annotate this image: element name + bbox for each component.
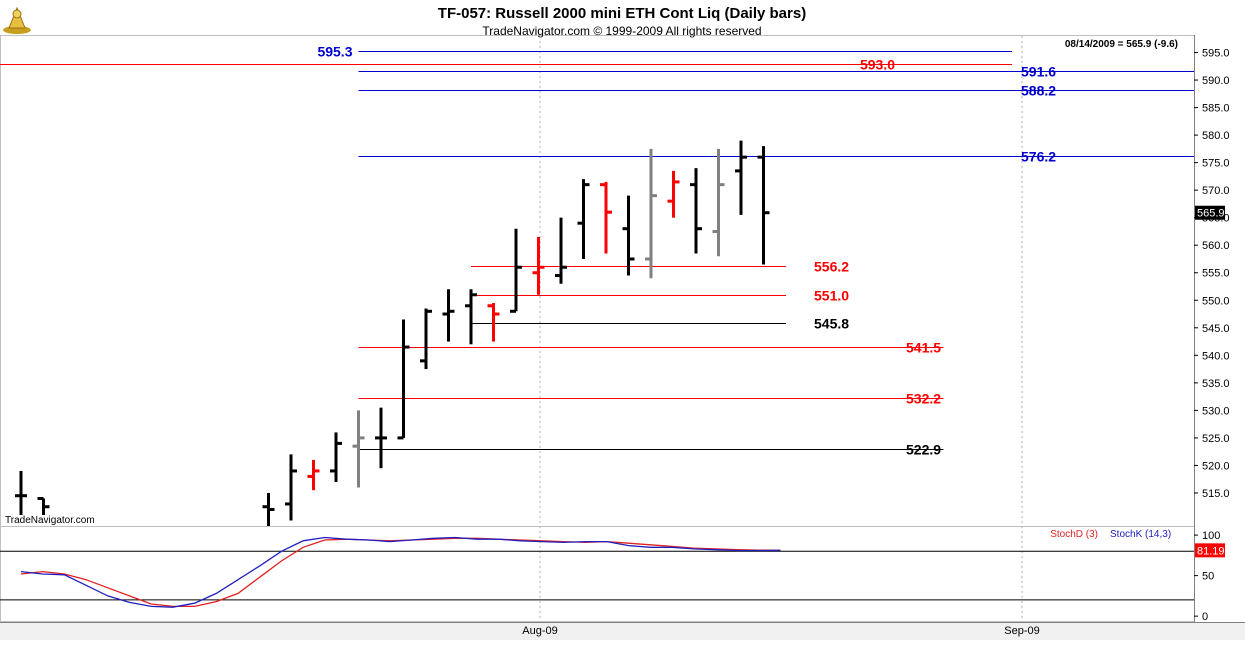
price-tick-label: 555.0 [1202,268,1230,280]
price-tick-label: 560.0 [1202,240,1230,252]
ohlc-bar [330,432,342,482]
stoch-last-value-label: 81.19 [1197,545,1225,557]
stoch-tick-label: 50 [1202,571,1214,583]
ohlc-bar [262,492,275,526]
level-label: 545.8 [814,316,849,332]
level-label: 522.9 [906,442,941,458]
date-tick-label: Sep-09 [1004,625,1039,637]
price-tick-label: 595.0 [1202,48,1230,60]
ohlc-bar [667,170,680,218]
price-tick-label: 585.0 [1202,103,1230,115]
price-tick-label: 590.0 [1202,75,1230,87]
ohlc-bar [600,181,612,254]
date-axis-strip [0,623,1245,640]
ohlc-bar [690,168,702,254]
price-tick-label: 515.0 [1202,488,1230,500]
ohlc-bar [555,217,567,284]
ohlc-bar [735,140,747,215]
ohlc-bar [397,319,410,440]
level-label: 595.3 [317,44,352,60]
level-label: 551.0 [814,288,849,304]
stoch-last-value-box [1195,543,1225,558]
level-label: 588.2 [1021,83,1056,99]
stoch-k-legend: StochK (14,3) [1110,529,1171,540]
level-label: 556.2 [814,259,849,275]
level-label: 576.2 [1021,149,1056,165]
stoch-tick-label: 0 [1202,611,1208,623]
price-axis: 515.0 520.0 525.0 530.0 535.0 540.0 545.0 550.0… [1194,48,1230,500]
support-resistance-levels: 595.3 593.0 591.6 588.2 576.2 556.2 551.0 545.8… [0,44,1194,458]
last-price-box [1195,205,1225,220]
price-tick-label: 530.0 [1202,405,1230,417]
ohlc-bar [645,148,657,279]
ohlc-bars [15,140,770,526]
price-tick-label: 580.0 [1202,130,1230,142]
price-tick-label: 520.0 [1202,460,1230,472]
grid-layer: Aug-09 Sep-09 [522,36,1040,637]
price-tick-label: 570.0 [1202,185,1230,197]
price-tick-label: 540.0 [1202,350,1230,362]
ohlc-bar [285,454,297,521]
ohlc-bar [37,496,50,515]
ohlc-bar [487,303,500,342]
price-tick-label: 535.0 [1202,378,1230,390]
ohlc-bar [622,195,635,276]
ohlc-bar [757,146,770,265]
price-tick-label: 525.0 [1202,433,1230,445]
ohlc-bar [352,410,365,488]
stoch-d-legend: StochD (3) [1050,529,1098,540]
price-tick-label: 550.0 [1202,295,1230,307]
price-tick-label: 545.0 [1202,323,1230,335]
ohlc-bar [307,459,320,491]
last-price-label: 565.9 [1197,208,1225,220]
price-tick-label: 575.0 [1202,158,1230,170]
stoch-series-line [20,536,781,608]
trade-navigator-logo-icon [3,6,31,34]
ohlc-bar [420,308,432,370]
stoch-tick-label: 100 [1202,530,1220,542]
watermark-label: TradeNavigator.com [5,515,95,526]
price-info-label: 08/14/2009 = 565.9 (-9.6) [1065,39,1178,50]
ohlc-bar [465,289,477,345]
stochastic-panel: 0 50 100 StochD (3) StochK (14,3) 81.19 [0,529,1225,623]
ohlc-bar [442,289,455,342]
chart-subtitle: TradeNavigator.com © 1999-2009 All right… [482,24,761,38]
ohlc-bar [712,148,725,257]
ohlc-bar [577,179,590,259]
ohlc-bar [510,228,522,313]
ohlc-bar [375,407,387,469]
level-label: 591.6 [1021,64,1056,80]
ohlc-bar [15,470,27,515]
level-label: 541.5 [906,340,941,356]
level-label: 593.0 [860,57,895,73]
chart-title: TF-057: Russell 2000 mini ETH Cont Liq (… [438,5,806,22]
date-tick-label: Aug-09 [522,625,557,637]
ohlc-bar [532,236,545,295]
level-label: 532.2 [906,391,941,407]
